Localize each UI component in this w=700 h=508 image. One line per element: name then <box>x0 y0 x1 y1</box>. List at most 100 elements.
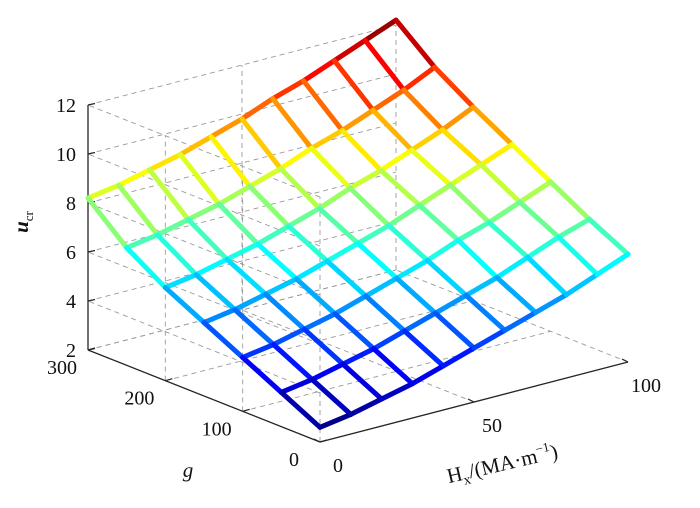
z-tick-mark <box>87 151 96 155</box>
surface-wire-segment <box>162 272 199 291</box>
surface-wire-segment <box>301 78 345 133</box>
left-wall-gridline <box>87 104 321 198</box>
surface-wire-segment <box>455 237 500 281</box>
surface-wire-segment <box>463 275 500 298</box>
surface-wire-segment <box>502 310 539 333</box>
x-tick-mark <box>467 398 475 403</box>
y-tick-mark <box>319 439 328 443</box>
z-axis-label-sub: cr <box>21 210 36 221</box>
floor-gridline <box>395 269 629 363</box>
surface-wire-segment <box>247 166 284 189</box>
surface-wire-segment <box>393 17 438 70</box>
surface-wire-segment <box>247 183 292 229</box>
surface-wire-segment <box>316 205 361 246</box>
surface-wire-segment <box>386 202 423 228</box>
surface-wire-segment <box>478 142 515 168</box>
surface-wire-segment <box>401 64 438 93</box>
surface-wire-segment <box>363 275 400 299</box>
surface-wire-segment <box>301 58 337 84</box>
back-wall-gridline <box>87 73 397 155</box>
surface-wire-segment <box>556 234 600 277</box>
surface-wire-segment <box>270 78 307 102</box>
surface-wire-segment <box>208 134 253 189</box>
surface-wire-segment <box>263 276 299 297</box>
surface-wire-segment <box>224 241 261 262</box>
surface-wire-segment <box>447 182 492 225</box>
surface-wire-segment <box>517 179 554 205</box>
surface-wire-segment <box>525 234 562 260</box>
surface-wire-segment <box>401 87 446 133</box>
surface-wire-segment <box>286 223 330 264</box>
z-tick-label: 12 <box>56 95 76 117</box>
surface-wire-segment <box>362 37 407 93</box>
floor-gridline <box>87 269 397 351</box>
y-tick-label: 200 <box>124 388 154 410</box>
surface-wire-segment <box>440 345 477 369</box>
surface-wire-segment <box>278 389 323 430</box>
surface-wire-segment <box>216 201 261 247</box>
surface-wire-segment <box>232 291 269 313</box>
surface-wire-segment <box>286 205 322 229</box>
surface-wire-segment <box>486 199 523 225</box>
surface-wire-segment <box>340 361 385 402</box>
surface-wire-segment <box>432 292 469 316</box>
surface-wire-segment <box>193 256 230 278</box>
surface-wire-segment <box>124 245 168 291</box>
surface-wire-segment <box>201 320 246 360</box>
left-wall-gridline <box>87 251 321 345</box>
surface-wire-segment <box>533 292 569 315</box>
y-axis-label: g <box>183 458 194 482</box>
surface-wire-segment <box>232 307 276 348</box>
surface-wire-segment <box>586 216 631 257</box>
surface-wire-segment <box>517 199 562 240</box>
y-tick-mark <box>165 378 173 382</box>
surface-wire-segment <box>278 166 322 211</box>
y-axis-line <box>87 349 321 443</box>
surface-wire-segment <box>409 147 453 188</box>
surface-wire-segment <box>124 232 160 251</box>
z-tick-labels: 2 4 6 8 10 12 <box>56 95 76 362</box>
surface-wire-segment <box>185 201 222 222</box>
z-axis-label-main: u <box>9 221 33 233</box>
z-tick-label: 6 <box>66 242 76 264</box>
surface-wire-segment <box>339 107 376 133</box>
surface-wire-segment <box>556 216 592 240</box>
surface-wire-segment <box>185 216 230 262</box>
surface-wire-segment <box>471 327 508 351</box>
surface-wire-segment <box>363 293 408 334</box>
surface-wire-segment <box>85 195 130 251</box>
surface-wire-segment <box>455 219 492 243</box>
surface-wire-segment <box>394 257 430 281</box>
surface-wire-segment <box>324 240 361 264</box>
surface-wire-segment <box>331 58 376 113</box>
surface-wire-segment <box>402 310 438 334</box>
x-axis-label: Hx/(MA·m−1) <box>444 437 561 492</box>
surface-wire-segment <box>525 254 569 298</box>
surface-wire-segment <box>301 326 346 367</box>
surface-wire-segment <box>347 185 392 228</box>
surface-wire-segment <box>340 346 377 367</box>
surface-wire-segment <box>424 257 469 298</box>
surface-wire-segment <box>486 219 531 260</box>
surface-wire-segment <box>116 167 153 188</box>
x-tick-label: 50 <box>482 415 502 437</box>
left-wall-gridline <box>87 300 321 394</box>
surface-wire-segment <box>378 147 415 173</box>
surface-wire-segment <box>239 96 276 122</box>
surface-wire-segment <box>331 37 368 64</box>
surface-wire-segment <box>378 167 423 208</box>
surface-wire-segment <box>116 182 160 238</box>
z-tick-label: 2 <box>66 340 76 362</box>
surface-wire-segment <box>162 285 207 325</box>
surface-wire-segment <box>240 354 284 395</box>
floor-gridline <box>165 300 474 382</box>
surface-wire-segment <box>154 232 199 278</box>
surface-wire-segment <box>409 363 446 387</box>
surface-wire-segment <box>563 271 600 298</box>
surface-wire-segment <box>270 342 315 382</box>
surface-wire-segment <box>402 328 446 369</box>
surface-wire-segment <box>409 127 446 153</box>
surface-wire-segment <box>370 107 415 153</box>
surface-wire-segment <box>370 87 407 113</box>
surface-wire-segment <box>447 162 484 188</box>
